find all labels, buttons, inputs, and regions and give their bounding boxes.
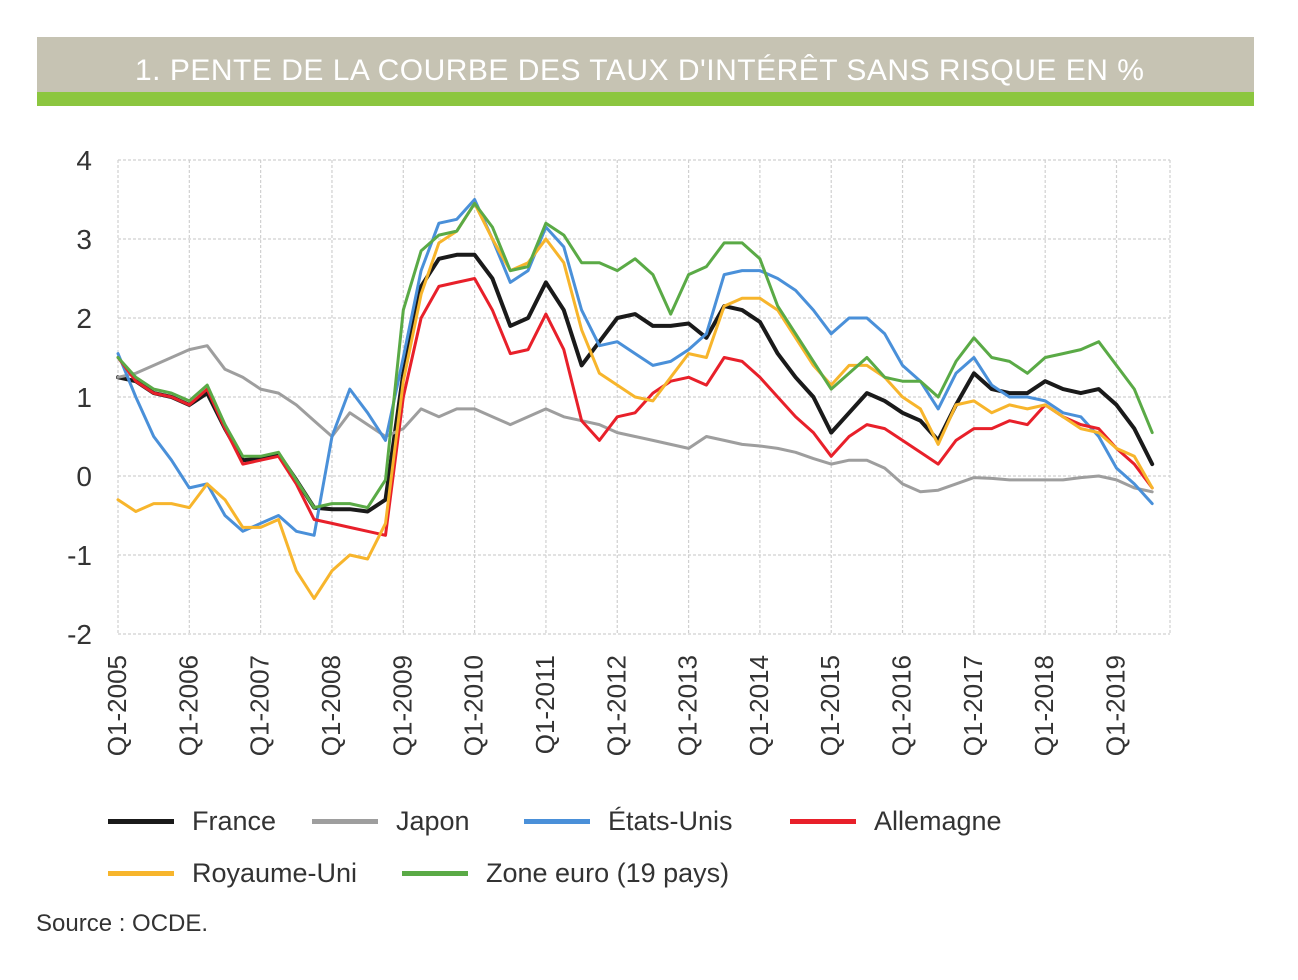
chart-title: 1. PENTE DE LA COURBE DES TAUX D'INTÉRÊT… <box>135 54 1145 87</box>
series-line-4 <box>116 201 1154 600</box>
x-tick-label: Q1-2017 <box>958 655 988 756</box>
y-tick-label: -2 <box>67 619 92 650</box>
series-line-5 <box>116 201 1154 510</box>
x-tick-label: Q1-2019 <box>1101 655 1131 756</box>
y-tick-label: 1 <box>76 382 92 413</box>
x-tick-label: Q1-2010 <box>459 655 489 756</box>
x-tick-label: Q1-2018 <box>1029 655 1059 756</box>
source-note: Source : OCDE. <box>36 910 209 937</box>
x-tick-label: Q1-2008 <box>316 655 346 756</box>
x-tick-label: Q1-2013 <box>673 655 703 756</box>
series-line-2 <box>116 198 1154 537</box>
y-tick-label: 0 <box>76 461 92 492</box>
x-tick-label: Q1-2005 <box>102 655 132 756</box>
y-tick-labels: 4 3 2 1 0 -1 -2 <box>67 145 92 650</box>
series-line-0 <box>116 252 1155 514</box>
y-tick-label: 3 <box>76 224 92 255</box>
x-tick-labels: Q1-2005 Q1-2006 Q1-2007 Q1-2008 Q1-2009 Q1-20… <box>102 655 1131 756</box>
x-tick-label: Q1-2016 <box>887 655 917 756</box>
x-tick-label: Q1-2011 <box>530 655 560 754</box>
y-tick-label: -1 <box>67 540 92 571</box>
series-line-3 <box>116 277 1154 537</box>
x-tick-label: Q1-2012 <box>601 655 631 756</box>
x-tick-label: Q1-2007 <box>245 655 275 756</box>
x-tick-label: Q1-2006 <box>173 655 203 756</box>
y-tick-label: 2 <box>76 303 92 334</box>
series-line-1 <box>116 344 1154 494</box>
y-tick-label: 4 <box>76 145 92 176</box>
title-bar <box>37 37 1254 92</box>
title-accent-stripe <box>37 92 1254 106</box>
x-tick-label: Q1-2009 <box>387 655 417 756</box>
series-layer <box>116 198 1155 600</box>
x-tick-label: Q1-2014 <box>744 655 774 756</box>
x-tick-label: Q1-2015 <box>815 655 845 756</box>
